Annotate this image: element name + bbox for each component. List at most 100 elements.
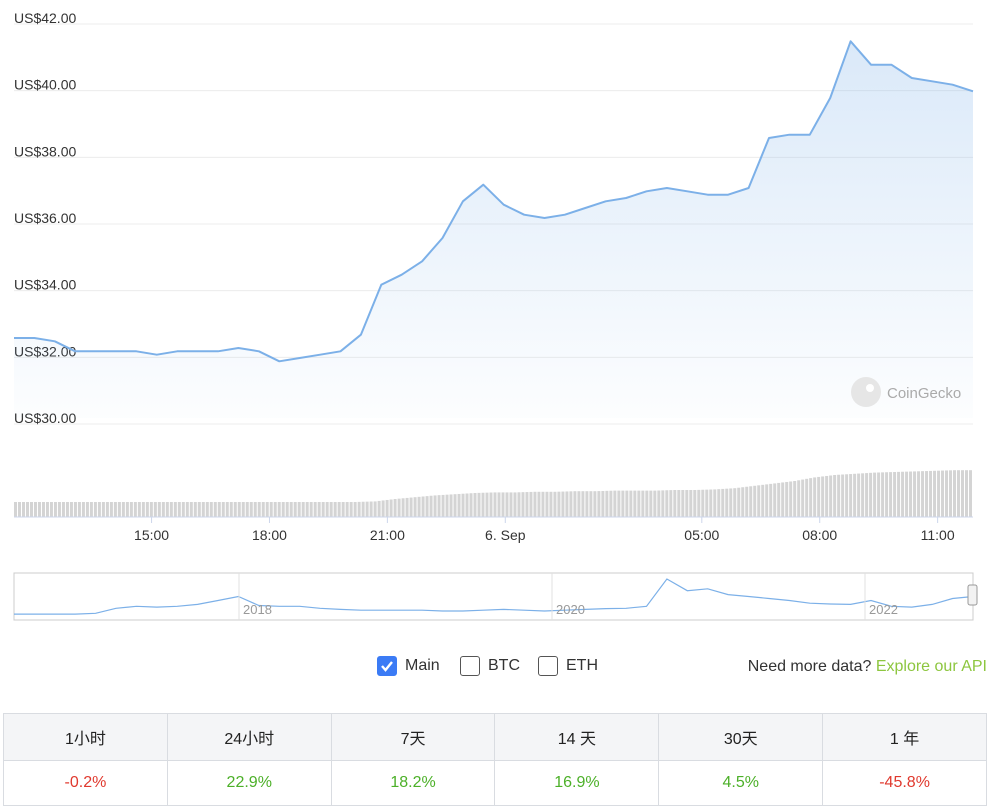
volume-bar: [721, 488, 725, 517]
volume-bar: [69, 502, 73, 517]
volume-bar: [153, 502, 157, 517]
performance-value-row: -0.2% 22.9% 18.2% 16.9% 4.5% -45.8%: [3, 760, 987, 806]
volume-bar: [85, 502, 89, 517]
volume-bar: [241, 502, 245, 517]
volume-bar: [637, 490, 641, 517]
x-tick-label: 6. Sep: [485, 527, 526, 543]
btc-checkbox[interactable]: BTC: [460, 656, 520, 676]
volume-bar: [669, 490, 673, 517]
volume-bar: [705, 489, 709, 517]
volume-bar: [81, 502, 85, 517]
volume-bar: [17, 502, 21, 517]
volume-bar: [693, 490, 697, 517]
volume-bar: [757, 485, 761, 517]
volume-bar: [249, 502, 253, 517]
volume-bar: [621, 490, 625, 517]
volume-bar: [773, 483, 777, 517]
volume-bar: [381, 500, 385, 517]
volume-bar: [765, 484, 769, 517]
volume-bar: [853, 473, 857, 517]
volume-bar: [581, 491, 585, 517]
volume-bar: [541, 491, 545, 517]
volume-bar: [205, 502, 209, 517]
volume-bar: [261, 502, 265, 517]
volume-bar: [801, 479, 805, 517]
volume-bar: [849, 474, 853, 517]
volume-bar: [733, 488, 737, 517]
volume-bar: [549, 491, 553, 517]
price-line: [14, 40, 974, 363]
volume-bar: [557, 491, 561, 517]
eth-checkbox[interactable]: ETH: [538, 656, 598, 676]
volume-bar: [281, 502, 285, 517]
volume-bar: [573, 491, 577, 517]
navigator-frame: [13, 572, 974, 621]
volume-bar: [665, 490, 669, 517]
volume-bar: [509, 492, 513, 517]
volume-bar: [301, 502, 305, 517]
volume-bar: [253, 502, 257, 517]
volume-bar: [533, 491, 537, 517]
volume-bar: [305, 502, 309, 517]
volume-bar: [149, 502, 153, 517]
volume-bar: [309, 502, 313, 517]
volume-bar: [325, 502, 329, 517]
volume-bar: [357, 501, 361, 517]
volume-bar: [961, 470, 965, 517]
volume-bar: [397, 498, 401, 517]
volume-bar: [517, 492, 521, 517]
volume-bar: [841, 474, 845, 517]
navigator-year-label: 2022: [869, 602, 898, 617]
navigator-line: [14, 578, 974, 615]
volume-bar: [909, 471, 913, 517]
volume-bar: [293, 502, 297, 517]
volume-bar: [653, 490, 657, 517]
volume-bar: [393, 499, 397, 517]
volume-bar: [553, 491, 557, 517]
volume-bar: [313, 502, 317, 517]
volume-bar: [473, 493, 477, 517]
volume-bar: [105, 502, 109, 517]
main-checkbox[interactable]: Main: [377, 656, 440, 676]
volume-bar: [453, 494, 457, 517]
volume-bar: [845, 474, 849, 517]
volume-bar: [441, 494, 445, 517]
volume-bar: [877, 472, 881, 517]
volume-bar: [605, 490, 609, 517]
volume-bar: [425, 496, 429, 517]
volume-bar: [489, 492, 493, 517]
volume-bar: [189, 502, 193, 517]
volume-bar: [869, 472, 873, 517]
volume-bar: [889, 472, 893, 517]
volume-bar: [469, 493, 473, 517]
volume-bar: [221, 502, 225, 517]
volume-bar: [569, 491, 573, 517]
volume-bar: [829, 475, 833, 517]
api-promo: Need more data? Explore our API: [748, 658, 987, 676]
performance-header-row: 1小时 24小时 7天 14 天 30天 1 年: [3, 713, 987, 761]
x-tick-label: 15:00: [134, 527, 169, 543]
volume-bar: [485, 492, 489, 517]
volume-bar: [321, 502, 325, 517]
volume-bar: [181, 502, 185, 517]
volume-bar: [133, 502, 137, 517]
volume-bar: [897, 471, 901, 517]
volume-bar: [781, 482, 785, 517]
volume-bar: [865, 473, 869, 517]
volume-bar: [341, 502, 345, 517]
volume-bar: [625, 490, 629, 517]
volume-bar: [445, 494, 449, 517]
volume-bar: [933, 470, 937, 517]
volume-bar: [405, 497, 409, 517]
volume-bar: [409, 497, 413, 517]
volume-bar: [265, 502, 269, 517]
volume-bar: [513, 492, 517, 517]
explore-api-link[interactable]: Explore our API: [875, 658, 987, 675]
volume-bar: [237, 502, 241, 517]
volume-bar: [753, 485, 757, 517]
volume-bar: [25, 502, 29, 517]
price-chart[interactable]: US$42.00 US$40.00 US$38.00 US$36.00 US$34.00…: [0, 0, 1000, 645]
x-tick-label: 08:00: [802, 527, 837, 543]
volume-bar: [745, 486, 749, 517]
volume-bar: [145, 502, 149, 517]
